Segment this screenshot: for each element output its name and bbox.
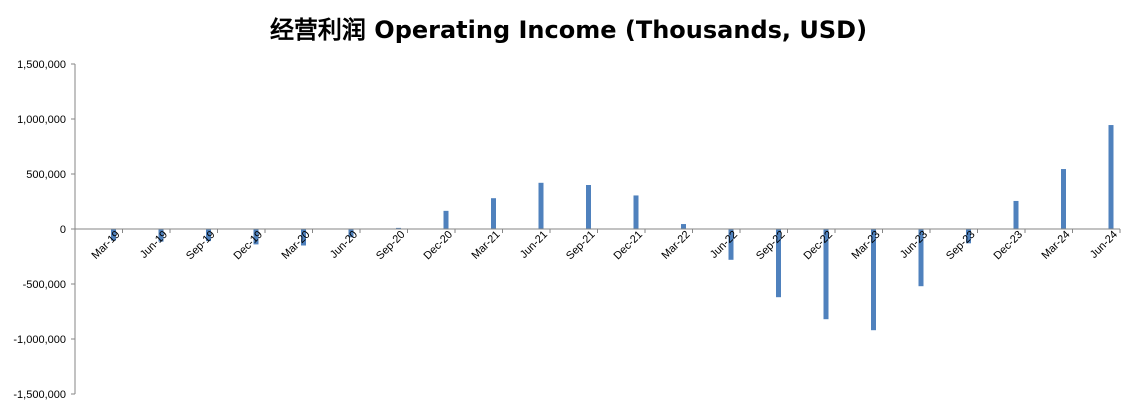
y-tick-label: -1,000,000 — [13, 334, 66, 346]
x-tick-label: Sep-20 — [374, 229, 408, 263]
x-tick-label: Mar-19 — [89, 229, 122, 262]
x-tick-label: Mar-23 — [849, 229, 882, 262]
x-tick-label: Sep-23 — [944, 229, 978, 263]
x-tick-label: Jun-20 — [328, 229, 360, 261]
x-tick-label: Mar-21 — [469, 229, 502, 262]
chart-title: 经营利润 Operating Income (Thousands, USD) — [269, 16, 868, 44]
y-axis-ticks: 1,500,000 1,000,000 500,000 0 -500,000 -1,000… — [13, 59, 75, 401]
x-tick-label: Mar-24 — [1039, 229, 1072, 262]
x-tick-label: Mar-20 — [279, 229, 312, 262]
bars — [111, 125, 1114, 331]
y-tick-label: -1,500,000 — [13, 389, 66, 401]
bar-mar-22 — [681, 224, 686, 229]
bar-jun-24 — [1108, 125, 1114, 229]
x-tick-label: Jun-22 — [708, 229, 740, 261]
x-tick-label: Sep-21 — [564, 229, 598, 263]
bar-jun-22 — [728, 229, 734, 260]
bar-sep-23 — [966, 229, 971, 244]
y-tick-label: 1,500,000 — [17, 59, 66, 71]
bar-jun-21 — [538, 182, 544, 229]
y-tick-label: 1,000,000 — [17, 114, 66, 126]
x-tick-label: Dec-20 — [422, 229, 456, 263]
x-axis-labels: Mar-19 Jun-19 Sep-19 Dec-19 Mar-20 Jun-20 Sep-… — [89, 229, 1120, 263]
y-tick-label: 0 — [60, 224, 66, 236]
x-tick-label: Dec-22 — [802, 229, 836, 263]
x-tick-label: Jun-19 — [138, 229, 170, 261]
bar-sep-19 — [206, 229, 211, 242]
bar-mar-23 — [871, 229, 876, 331]
bar-mar-19 — [111, 229, 116, 241]
x-tick-label: Jun-24 — [1088, 229, 1120, 261]
bar-jun-20 — [348, 229, 354, 238]
axes — [74, 64, 1121, 394]
bar-dec-22 — [823, 229, 829, 320]
bar-dec-23 — [1013, 200, 1019, 229]
bar-dec-21 — [633, 195, 639, 229]
x-tick-label: Jun-23 — [898, 229, 930, 261]
bar-sep-20 — [396, 227, 401, 229]
x-tick-label: Mar-22 — [659, 229, 692, 262]
x-tick-label: Dec-21 — [612, 229, 646, 263]
x-tick-label: Sep-22 — [754, 229, 788, 263]
bar-mar-21 — [491, 198, 496, 229]
bar-jun-23 — [918, 229, 924, 287]
x-tick-label: Jun-21 — [518, 229, 550, 261]
y-tick-label: 500,000 — [26, 169, 66, 181]
bar-sep-21 — [586, 185, 591, 229]
y-tick-label: -500,000 — [23, 279, 66, 291]
x-tick-label: Dec-19 — [232, 229, 266, 263]
bar-dec-19 — [253, 229, 259, 245]
bar-dec-20 — [443, 210, 449, 229]
bar-mar-24 — [1061, 169, 1066, 229]
bar-mar-20 — [301, 229, 306, 246]
x-tick-label: Sep-19 — [184, 229, 218, 263]
x-tick-label: Dec-23 — [992, 229, 1026, 263]
bar-sep-22 — [776, 229, 781, 298]
bar-jun-19 — [158, 229, 164, 242]
